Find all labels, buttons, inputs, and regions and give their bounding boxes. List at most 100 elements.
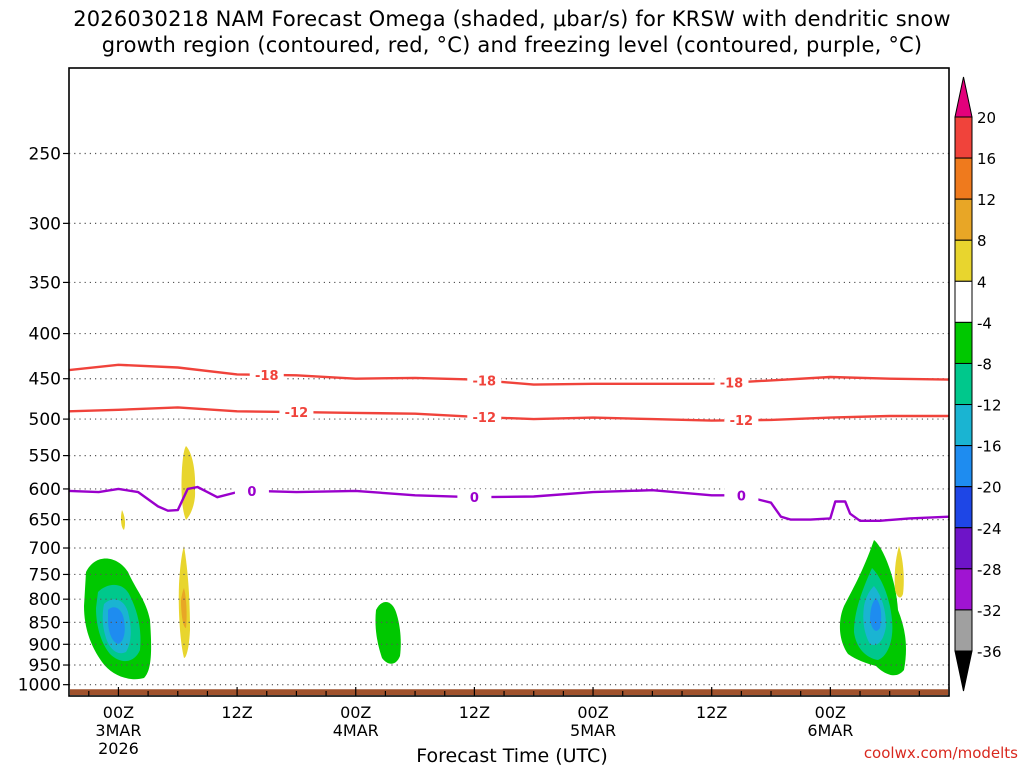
x-tick-date-48: 5MAR <box>570 721 616 740</box>
x-tick-label-72: 00Z <box>815 703 846 722</box>
plot-frame <box>68 67 950 697</box>
contour-1-label-bg-1 <box>467 409 502 426</box>
contour-1-label-0: -12 <box>285 406 309 421</box>
y-tick-label-400: 400 <box>29 325 61 345</box>
x-tick-label-48: 00Z <box>577 703 608 722</box>
colorbar-box-6 <box>954 362 973 406</box>
y-tick-label-700: 700 <box>29 539 61 559</box>
colorbar-label-2: 12 <box>977 191 996 209</box>
contour-1-label-2: -12 <box>730 414 754 429</box>
x-axis-label: Forecast Time (UTC) <box>416 745 608 767</box>
omega-blob-rise4 <box>120 510 126 530</box>
omega-blob-rise2 <box>178 546 190 658</box>
y-tick-label-1000: 1000 <box>18 676 61 696</box>
colorbar-label-0: 20 <box>977 109 996 127</box>
colorbar-label-10: -24 <box>977 520 1002 538</box>
y-tick-label-750: 750 <box>29 565 61 585</box>
colorbar-label-5: -4 <box>977 314 992 332</box>
omega-blob-core1 <box>84 558 152 680</box>
colorbar-label-1: 16 <box>977 150 996 168</box>
y-tick-label-950: 950 <box>29 656 61 676</box>
x-tick-date-72: 6MAR <box>807 721 853 740</box>
colorbar-label-8: -16 <box>977 438 1002 456</box>
omega-blob-rise3-level-0 <box>894 546 904 598</box>
contour-2-label-1: 0 <box>470 491 479 506</box>
y-tick-label-550: 550 <box>29 447 61 467</box>
contour-2-label-2: 0 <box>737 489 746 504</box>
contour-0-label-2: -18 <box>720 377 744 392</box>
x-tick-label-60: 12Z <box>696 703 727 722</box>
terrain-fill <box>70 689 948 695</box>
x-tick-year-0: 2026 <box>98 739 139 758</box>
contour-2-label-0: 0 <box>247 485 256 500</box>
contour-0 <box>69 363 949 386</box>
contour-1-label-bg-0 <box>279 404 314 421</box>
omega-blob-rise3 <box>894 546 904 598</box>
contour-2-label-bg-1 <box>457 489 492 506</box>
colorbar: 20 16 12 8 4 -4 -8 -12 -16 -20 -24 -28 -32 -36 <box>954 76 1002 692</box>
y-tick-label-800: 800 <box>29 590 61 610</box>
x-tick-label-36: 12Z <box>459 703 490 722</box>
contour-lines: -18 -18 -18 -12 -12 -12 0 0 0 <box>69 363 949 522</box>
colorbar-box-12 <box>954 609 973 652</box>
y-axis: 2503003504004505005506006507007508008509… <box>18 144 69 696</box>
contour-0-label-bg-2 <box>714 374 749 391</box>
colorbar-box-9 <box>954 486 973 529</box>
x-tick-date-0: 3MAR <box>95 721 141 740</box>
x-tick-date-24: 4MAR <box>333 721 379 740</box>
omega-blob-core3-level-3 <box>870 598 882 631</box>
colorbar-box-10 <box>954 527 973 570</box>
omega-blob-rise4-level-0 <box>120 510 126 530</box>
colorbar-box-0 <box>954 116 973 159</box>
omega-blob-core1-level-3 <box>108 607 125 644</box>
y-tick-label-650: 650 <box>29 511 61 531</box>
chart-title-line1: 2026030218 NAM Forecast Omega (shaded, μ… <box>73 7 951 31</box>
colorbar-label-13: -36 <box>977 643 1002 661</box>
colorbar-box-5 <box>954 321 973 364</box>
colorbar-box-2 <box>954 198 973 241</box>
omega-blob-rise1-level-0 <box>181 446 196 520</box>
y-tick-label-900: 900 <box>29 635 61 655</box>
contour-1-label-1: -12 <box>473 411 497 426</box>
omega-blob-rise1 <box>181 446 196 520</box>
credit-text: coolwx.com/modelts <box>863 744 1018 762</box>
colorbar-cap-bottom <box>954 650 973 692</box>
contour-2 <box>69 485 949 522</box>
colorbar-label-12: -32 <box>977 602 1002 620</box>
colorbar-label-7: -12 <box>977 397 1002 415</box>
contour-0-label-1: -18 <box>473 374 497 389</box>
y-tick-label-600: 600 <box>29 480 61 500</box>
colorbar-label-6: -8 <box>977 355 992 373</box>
colorbar-box-8 <box>954 445 973 488</box>
omega-blob-core3 <box>839 540 906 676</box>
colorbar-cap-top <box>954 76 973 118</box>
omega-blob-rise2-level-1 <box>181 588 187 628</box>
colorbar-label-11: -28 <box>977 561 1002 579</box>
grid-lines <box>69 152 949 686</box>
y-tick-label-300: 300 <box>29 214 61 234</box>
colorbar-box-1 <box>954 157 973 200</box>
contour-1 <box>69 406 949 422</box>
colorbar-box-3 <box>954 239 973 282</box>
contour-2-label-bg-2 <box>724 487 759 504</box>
contour-1-label-bg-2 <box>724 412 759 429</box>
y-tick-label-350: 350 <box>29 273 61 293</box>
y-tick-label-250: 250 <box>29 144 61 164</box>
y-tick-label-850: 850 <box>29 613 61 633</box>
y-tick-label-500: 500 <box>29 410 61 430</box>
chart-title-line2: growth region (contoured, red, °C) and f… <box>101 33 923 57</box>
chart-title: 2026030218 NAM Forecast Omega (shaded, μ… <box>0 6 1024 58</box>
omega-shading <box>84 446 906 680</box>
contour-2-label-bg-0 <box>234 483 269 500</box>
contour-0-label-0: -18 <box>255 369 279 384</box>
omega-blob-core2 <box>375 601 401 664</box>
colorbar-label-9: -20 <box>977 479 1002 497</box>
x-tick-label-0: 00Z <box>103 703 134 722</box>
terrain-band <box>70 689 948 695</box>
colorbar-box-11 <box>954 568 973 611</box>
x-tick-label-24: 00Z <box>340 703 371 722</box>
colorbar-label-3: 8 <box>977 232 987 250</box>
omega-blob-core2-level-0 <box>375 601 401 664</box>
